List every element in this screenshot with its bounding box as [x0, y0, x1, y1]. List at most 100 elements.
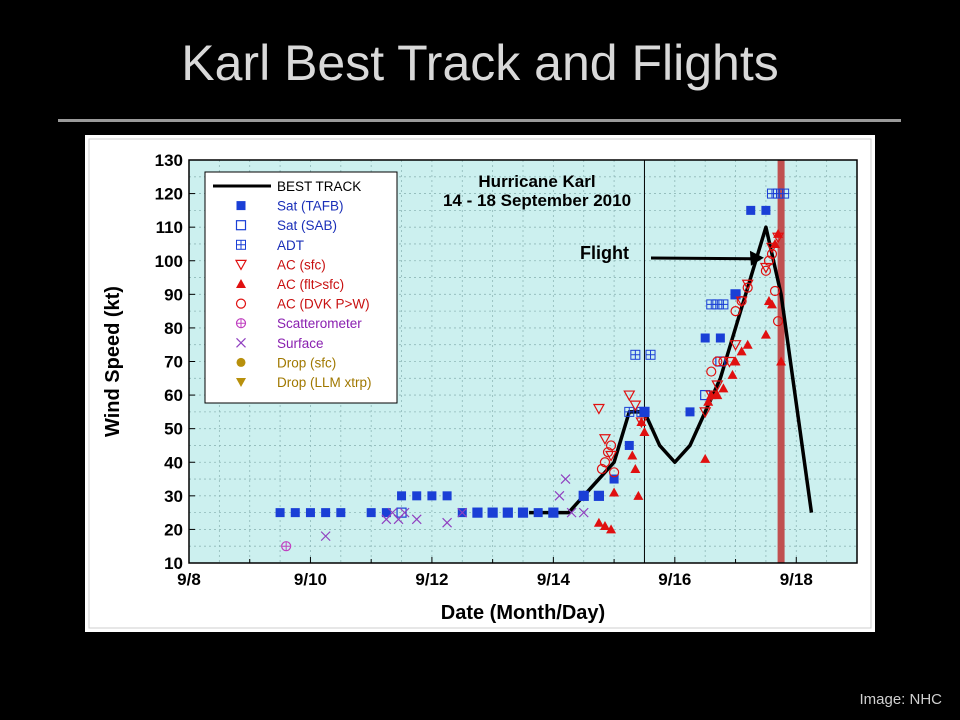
flight-arrowhead — [749, 250, 764, 266]
point-sat-tafb — [366, 508, 376, 518]
point-sat-tafb — [731, 289, 741, 299]
point-ac-dvk-p-w — [736, 295, 747, 307]
point-sat-tafb — [381, 508, 391, 518]
point-sat-tafb — [746, 205, 756, 215]
legend-label: AC (sfc) — [277, 257, 326, 272]
point-ac-flt-sfc — [773, 228, 784, 238]
point-sat-tafb — [579, 491, 589, 501]
x-axis-label: Date (Month/Day) — [441, 602, 605, 624]
point-sat-tafb — [503, 508, 513, 518]
x-tick-label: 9/10 — [294, 570, 327, 589]
point-sat-sab — [548, 507, 559, 518]
legend-marker — [236, 357, 246, 367]
legend-label: Sat (TAFB) — [277, 199, 344, 214]
y-tick-label: 110 — [156, 218, 183, 237]
point-ac-flt-sfc — [630, 463, 641, 473]
point-ac-dvk-p-w — [608, 467, 620, 478]
legend-marker — [236, 279, 246, 288]
point-ac-flt-sfc — [730, 356, 741, 366]
point-ac-dvk-p-w — [712, 356, 723, 367]
point-sat-tafb — [321, 508, 331, 518]
point-adt — [645, 349, 656, 360]
point-ac-flt-sfc — [639, 427, 650, 437]
point-ac-dvk-p-w — [602, 447, 614, 458]
point-sat-sab — [502, 507, 513, 518]
point-ac-sfc — [629, 400, 642, 412]
x-tick-label: 9/8 — [177, 570, 201, 589]
point-ac-sfc — [699, 407, 712, 419]
legend-marker — [235, 220, 247, 231]
point-ac-flt-sfc — [700, 453, 711, 463]
wind-speed-chart: 10 20 30 40 50 60 70 80 90 100 110 120 130 9/8 9/10 9/1… — [88, 138, 872, 629]
point-ac-sfc — [623, 390, 636, 402]
legend-label: Drop (LLM xtrp) — [277, 375, 372, 390]
chart-subtitle: 14 - 18 September 2010 — [443, 191, 631, 210]
point-surface — [320, 531, 331, 542]
point-ac-flt-sfc — [627, 450, 638, 460]
legend-label: Sat (SAB) — [277, 218, 337, 233]
point-ac-dvk-p-w — [718, 356, 729, 367]
point-sat-tafb — [290, 508, 300, 518]
x-tick-label: 9/12 — [415, 570, 448, 589]
point-surface — [457, 507, 468, 518]
point-adt — [636, 406, 647, 417]
point-ac-dvk-p-w — [605, 440, 617, 451]
point-sat-sab — [517, 507, 529, 518]
point-ac-dvk-p-w — [742, 282, 753, 293]
point-ac-sfc — [729, 340, 742, 351]
point-ac-sfc — [598, 434, 612, 445]
point-sat-sab — [472, 507, 483, 518]
point-sat-tafb — [533, 508, 543, 518]
point-adt — [624, 406, 635, 417]
legend-label: Surface — [277, 336, 324, 351]
legend-marker — [236, 201, 246, 211]
y-tick-label: 80 — [164, 319, 183, 338]
point-ac-flt-sfc — [736, 346, 747, 356]
legend-label: AC (DVK P>W) — [277, 297, 370, 312]
point-ac-flt-sfc — [703, 396, 714, 406]
x-tick-label: 9/16 — [658, 570, 691, 589]
point-sat-sab — [578, 490, 589, 501]
point-sat-tafb — [715, 333, 725, 343]
point-sat-sab — [593, 490, 605, 501]
point-ac-flt-sfc — [770, 238, 781, 248]
point-surface — [442, 517, 453, 528]
point-ac-dvk-p-w — [596, 463, 608, 475]
y-tick-label: 70 — [164, 353, 183, 372]
point-surface — [578, 507, 589, 518]
point-adt — [779, 188, 790, 199]
legend-label: Drop (sfc) — [277, 355, 336, 370]
y-tick-label: 30 — [164, 487, 183, 506]
x-tick-label: 9/14 — [537, 570, 571, 589]
point-sat-sab — [730, 289, 741, 300]
point-ac-sfc — [592, 403, 605, 415]
y-tick-label: 130 — [155, 151, 183, 170]
point-ac-dvk-p-w — [760, 265, 772, 276]
legend-marker — [235, 318, 247, 329]
legend-label: AC (flt>sfc) — [277, 277, 344, 292]
legend-marker — [235, 298, 247, 309]
point-surface — [554, 490, 565, 501]
point-ac-flt-sfc — [760, 329, 771, 339]
point-ac-dvk-p-w — [763, 255, 775, 266]
point-sat-tafb — [427, 491, 437, 501]
point-ac-sfc — [759, 262, 772, 274]
point-ac-sfc — [723, 356, 736, 368]
point-ac-dvk-p-w — [599, 457, 611, 468]
point-sat-tafb — [761, 205, 771, 215]
point-sat-tafb — [700, 333, 710, 343]
y-tick-label: 20 — [164, 520, 183, 539]
point-ac-sfc — [741, 279, 754, 291]
y-tick-label: 90 — [164, 285, 183, 304]
legend-label: ADT — [277, 238, 304, 253]
flight-annotation-label: Flight — [580, 243, 629, 263]
flight-annotation-arrow — [650, 256, 752, 261]
point-sat-tafb — [685, 407, 695, 417]
point-ac-flt-sfc — [776, 356, 787, 366]
point-sat-tafb — [609, 474, 619, 484]
x-tick-label: 9/18 — [780, 570, 813, 589]
y-tick-label: 50 — [164, 420, 183, 439]
point-sat-tafb — [488, 508, 498, 518]
point-sat-tafb — [305, 508, 315, 518]
point-ac-flt-sfc — [636, 416, 647, 426]
